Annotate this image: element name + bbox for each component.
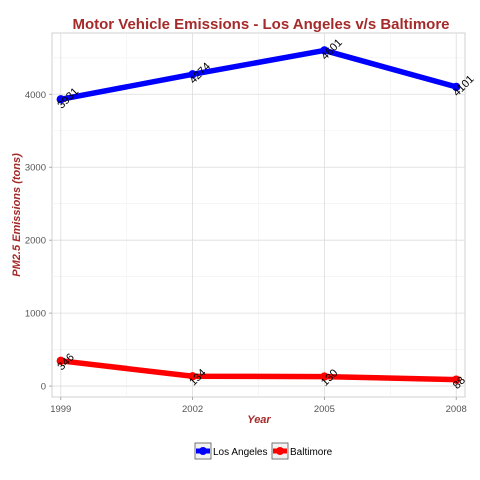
x-tick-label: 2002: [182, 404, 203, 415]
data-point: [56, 95, 65, 104]
y-tick-label: 0: [41, 382, 46, 393]
data-point: [320, 372, 329, 381]
data-point: [188, 70, 197, 79]
legend-key-point: [199, 447, 207, 455]
y-tick-label: 1000: [25, 309, 46, 320]
grid-lines: [52, 33, 465, 397]
data-point: [188, 372, 197, 381]
legend-key-point: [276, 447, 284, 455]
y-tick-label: 2000: [25, 236, 46, 247]
data-point: [320, 46, 329, 55]
data-point: [452, 375, 461, 384]
data-point: [56, 356, 65, 366]
y-tick-label: 3000: [25, 163, 46, 174]
x-axis-ticks: 1999 2002 2005 2008: [50, 397, 467, 415]
chart-title: Motor Vehicle Emissions - Los Angeles v/…: [72, 16, 449, 33]
legend-label: Los Angeles: [213, 447, 268, 458]
x-tick-label: 2008: [446, 404, 467, 415]
legend: Los Angeles Baltimore: [194, 442, 333, 460]
y-axis-title: PM2.5 Emissions (tons): [11, 153, 23, 277]
x-tick-label: 1999: [50, 404, 71, 415]
series-line: [58, 47, 459, 103]
x-axis-title: Year: [247, 414, 271, 426]
y-axis-ticks: 0 1000 2000 3000 4000: [25, 90, 52, 393]
x-tick-label: 2005: [314, 404, 335, 415]
data-point: [452, 82, 461, 92]
y-tick-label: 4000: [25, 90, 46, 101]
series-line: [58, 358, 459, 383]
series-lines: [56, 46, 461, 384]
legend-label: Baltimore: [290, 447, 333, 458]
